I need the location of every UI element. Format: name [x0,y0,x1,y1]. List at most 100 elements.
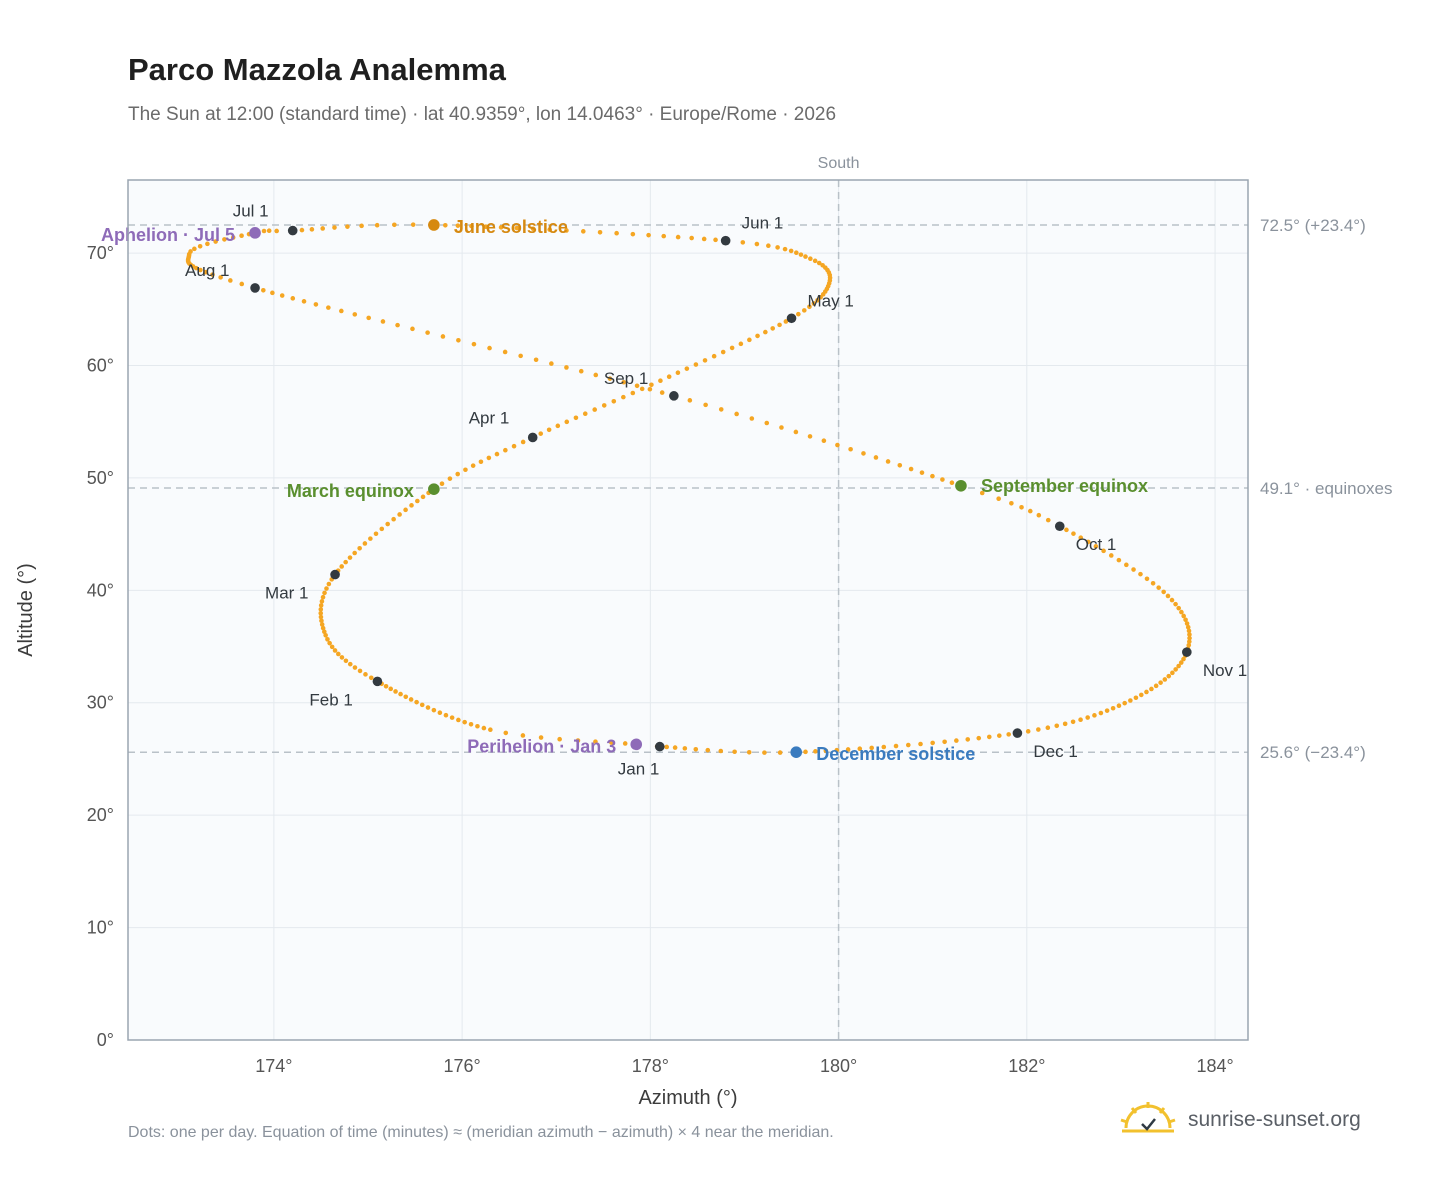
month-marker [372,676,383,687]
month-markers [250,225,1192,752]
daily-dot [720,349,726,355]
daily-dot [1173,667,1178,672]
daily-dot [319,618,324,624]
daily-dot [469,223,474,229]
event-marker [630,738,643,751]
event-label: March equinox [287,481,414,501]
daily-dot [352,550,357,556]
daily-dot [1019,504,1024,510]
altitude-reference-label: 49.1° · equinoxes [1260,479,1393,498]
daily-dot [746,750,752,755]
daily-dot [593,372,599,378]
chart-title: Parco Mazzola Analemma [128,52,506,87]
daily-dot [1138,692,1144,698]
daily-dot [905,742,911,748]
daily-dot [682,746,688,751]
month-label: Aug 1 [185,261,229,280]
daily-dot [336,651,341,657]
month-label: Oct 1 [1076,535,1117,554]
daily-dot [274,228,279,234]
month-marker [669,391,679,401]
daily-dot [740,240,746,245]
plot-area [128,180,1248,1040]
daily-dot [813,749,818,754]
daily-dot [1104,708,1110,713]
daily-dot [443,222,448,228]
daily-dot [1128,698,1133,703]
daily-dot [1131,567,1136,572]
daily-dot [325,637,330,642]
daily-dot [942,739,947,745]
daily-dot [388,686,394,692]
daily-dot [538,735,544,740]
y-tick-label: 20° [87,805,114,825]
y-tick-label: 70° [87,243,114,263]
daily-dot [672,745,678,750]
daily-dot [762,750,767,755]
daily-dot [869,745,874,751]
daily-dot [533,357,539,363]
daily-dot [593,739,598,744]
daily-dot [1064,527,1069,533]
month-marker [330,569,340,580]
daily-dot [419,702,425,708]
daily-dot [747,337,752,343]
daily-dot [835,442,840,448]
month-marker [527,432,538,443]
daily-dot [403,694,409,700]
daily-dot [301,299,307,304]
daily-dot [597,229,603,235]
daily-dot [395,322,400,328]
daily-dot [1187,635,1192,641]
daily-dot [318,614,324,620]
daily-dot [1156,585,1161,590]
daily-dot [1165,593,1171,599]
x-tick-label: 180° [820,1056,857,1076]
daily-dot [718,407,724,412]
daily-dot [410,326,415,332]
daily-dot [320,226,326,231]
daily-dot [439,481,445,486]
daily-dot [511,443,517,449]
daily-dot [352,665,358,670]
daily-dot [332,225,337,230]
daily-dot [1078,535,1084,541]
daily-dot [630,231,636,237]
month-marker [786,313,797,324]
daily-dot [1092,713,1097,718]
y-tick-label: 0° [97,1030,114,1050]
daily-dot [578,368,584,374]
daily-dot [1108,553,1114,558]
daily-dot [538,431,544,436]
y-tick-label: 60° [87,355,114,375]
daily-dot [783,319,789,324]
daily-dot [205,241,210,247]
daily-dot [808,256,813,261]
daily-dot [1144,576,1150,582]
daily-dot [881,744,887,750]
chart-subtitle: The Sun at 12:00 (standard time) · lat 4… [128,104,837,125]
daily-dot [807,304,812,310]
event-label: June solstice [454,217,568,237]
month-marker [1012,728,1023,738]
daily-dot [408,697,414,702]
y-tick-label: 10° [87,918,114,938]
brand[interactable]: sunrise-sunset.org [1118,1100,1361,1140]
daily-dot [1110,705,1116,711]
month-label: Jan 1 [618,760,660,779]
month-marker [1182,647,1192,657]
x-tick-label: 182° [1008,1056,1045,1076]
daily-dot [1176,663,1181,669]
daily-dot [431,707,437,713]
daily-dot [362,541,368,546]
daily-dot [270,290,275,296]
daily-dot [447,476,453,481]
daily-dot [1054,723,1060,729]
month-label: Mar 1 [265,584,308,603]
daily-dot [343,658,349,664]
daily-dot [621,394,626,400]
daily-dot [1036,512,1042,518]
daily-dot [564,228,569,233]
daily-dot [1078,717,1083,722]
daily-dot [326,305,331,310]
